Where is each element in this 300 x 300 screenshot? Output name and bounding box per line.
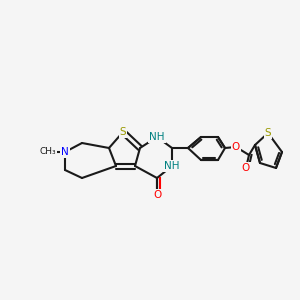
Text: NH: NH <box>149 132 165 142</box>
Text: O: O <box>232 142 240 152</box>
Text: O: O <box>153 190 161 200</box>
Text: CH₃: CH₃ <box>40 148 56 157</box>
Text: N: N <box>61 147 69 157</box>
Text: S: S <box>120 127 126 137</box>
Text: S: S <box>265 128 271 138</box>
Text: NH: NH <box>164 161 180 171</box>
Text: O: O <box>242 163 250 173</box>
